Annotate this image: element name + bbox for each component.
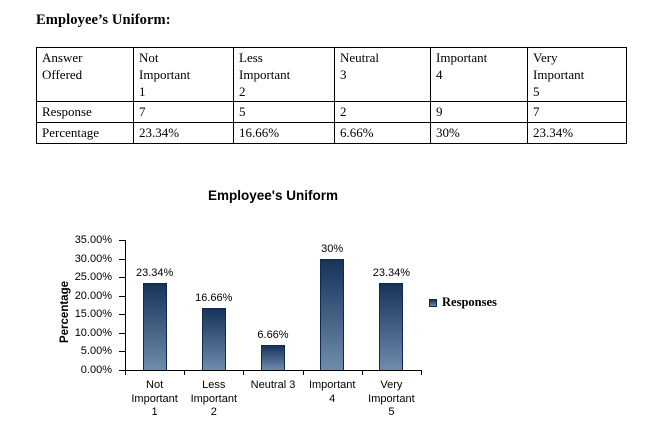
x-axis-tick bbox=[361, 370, 363, 375]
table-header-cell: Very Important 5 bbox=[527, 46, 627, 103]
table-header-row: Answer Offered Not Important 1 Less Impo… bbox=[36, 46, 627, 103]
y-tick-label: 20.00% bbox=[74, 289, 112, 302]
y-tick-label: 5.00% bbox=[80, 345, 112, 358]
x-axis-tick bbox=[125, 370, 126, 375]
bar bbox=[261, 345, 285, 370]
y-axis-tick bbox=[119, 314, 125, 316]
bar bbox=[379, 283, 404, 370]
table-header-cell: Neutral 3 bbox=[334, 46, 431, 103]
bar bbox=[201, 308, 226, 370]
legend-marker-icon bbox=[429, 298, 437, 307]
table-cell: 7 bbox=[527, 101, 627, 123]
page-title: Employee’s Uniform: bbox=[36, 12, 171, 28]
x-axis-tick bbox=[421, 370, 422, 375]
y-tick-label: 0.00% bbox=[80, 363, 112, 376]
y-axis-tick bbox=[119, 277, 125, 279]
table-cell: 7 bbox=[133, 101, 234, 123]
row-label: Response bbox=[36, 101, 134, 123]
x-category-label: Very Important 5 bbox=[368, 379, 415, 418]
bar-value-label: 30% bbox=[321, 242, 344, 255]
plot-area: 23.34% 16.66% 6.66% 30% 23.34% bbox=[125, 240, 421, 370]
legend-label: Responses bbox=[442, 295, 497, 309]
survey-table: Answer Offered Not Important 1 Less Impo… bbox=[36, 46, 627, 144]
table-header-cell: Answer Offered bbox=[36, 46, 134, 103]
bar-value-label: 23.34% bbox=[135, 267, 174, 280]
table-header-cell: Important 4 bbox=[430, 46, 528, 103]
y-tick-label: 10.00% bbox=[74, 326, 112, 339]
x-axis-tick bbox=[243, 370, 245, 375]
y-axis-tick bbox=[119, 369, 125, 371]
y-axis-tick bbox=[119, 295, 125, 297]
y-axis-tick bbox=[119, 240, 125, 241]
table-cell: 23.34% bbox=[527, 121, 627, 144]
x-category-label: Neutral 3 bbox=[250, 379, 296, 391]
bar bbox=[142, 283, 167, 370]
table-header-cell: Less Important 2 bbox=[233, 46, 335, 103]
row-label: Percentage bbox=[36, 121, 134, 144]
bar bbox=[320, 258, 345, 370]
x-axis-tick bbox=[302, 370, 304, 375]
x-category-label: Less Important 2 bbox=[190, 379, 238, 418]
table-cell: 23.34% bbox=[133, 121, 234, 144]
x-axis-tick bbox=[184, 370, 186, 375]
table-cell: 30% bbox=[430, 121, 528, 144]
y-tick-label: 15.00% bbox=[74, 308, 112, 321]
table-cell: 2 bbox=[334, 101, 431, 123]
table-row: Percentage 23.34% 16.66% 6.66% 30% 23.34… bbox=[36, 121, 627, 144]
bar-value-label: 6.66% bbox=[257, 329, 289, 342]
x-axis-line bbox=[125, 370, 422, 371]
y-axis-tick bbox=[119, 351, 125, 353]
y-axis-tick bbox=[119, 258, 125, 260]
x-category-label: Not Important 1 bbox=[131, 379, 178, 418]
chart-legend: Responses bbox=[429, 295, 497, 310]
y-axis-line bbox=[125, 240, 126, 371]
y-tick-label: 25.00% bbox=[74, 271, 112, 284]
bar-value-label: 23.34% bbox=[372, 267, 411, 280]
chart-title: Employee's Uniform bbox=[208, 188, 338, 203]
x-category-label: Important 4 bbox=[308, 379, 356, 405]
table-row: Response 7 5 2 9 7 bbox=[36, 101, 627, 123]
bar-value-label: 16.66% bbox=[195, 292, 233, 305]
table-cell: 16.66% bbox=[233, 121, 335, 144]
table-cell: 6.66% bbox=[334, 121, 431, 144]
y-axis-tick bbox=[119, 332, 125, 334]
y-tick-label: 35.00% bbox=[74, 234, 112, 246]
y-tick-label: 30.00% bbox=[74, 252, 112, 265]
table-cell: 5 bbox=[233, 101, 335, 123]
table-cell: 9 bbox=[430, 101, 528, 123]
table-header-cell: Not Important 1 bbox=[133, 46, 234, 103]
